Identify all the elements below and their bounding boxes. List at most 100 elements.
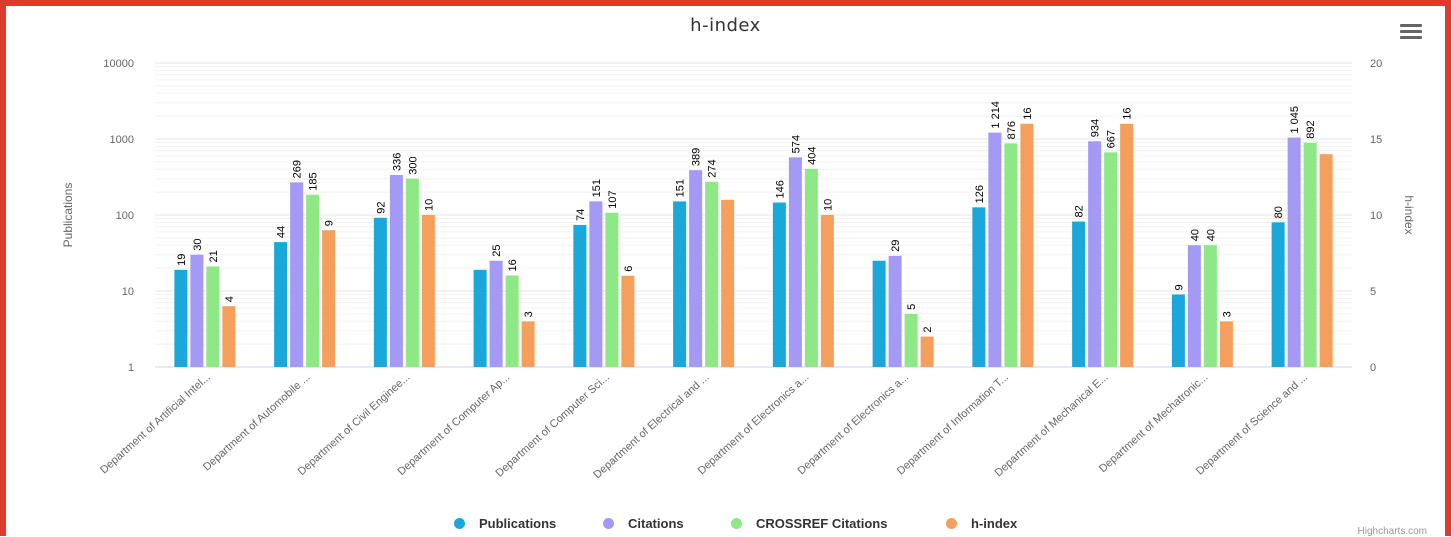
bar <box>920 336 934 367</box>
data-label: 3 <box>523 311 535 317</box>
data-label: 300 <box>407 156 419 174</box>
data-label: 10 <box>423 199 435 211</box>
bar <box>521 321 535 367</box>
bar <box>1271 222 1285 367</box>
bar <box>274 242 288 367</box>
data-label: 1 045 <box>1289 106 1301 134</box>
data-label: 404 <box>806 147 818 165</box>
data-label: 21 <box>208 250 220 262</box>
data-label: 29 <box>890 240 902 252</box>
data-label: 19 <box>176 254 188 266</box>
y-tick-label-left: 1 <box>128 362 134 374</box>
data-label: 16 <box>1122 108 1134 120</box>
legend-item[interactable]: Publications <box>454 516 556 531</box>
data-label: 892 <box>1305 120 1317 138</box>
legend-label: h-index <box>971 516 1018 531</box>
bar <box>222 306 236 367</box>
x-tick-label: Department of Civil Enginee... <box>296 371 413 478</box>
legend-item[interactable]: h-index <box>946 516 1017 531</box>
data-label: 151 <box>591 179 603 197</box>
chart-title: h-index <box>690 15 761 36</box>
data-label: 10 <box>822 199 834 211</box>
x-tick-label: Department of Artificial Intel... <box>98 371 213 476</box>
x-tick-label: Department of Electronics a... <box>696 371 812 477</box>
bar <box>190 254 204 367</box>
bar <box>489 260 503 367</box>
data-label: 6 <box>623 266 635 272</box>
legend-label: Citations <box>628 516 684 531</box>
bar <box>673 201 687 367</box>
data-label: 876 <box>1006 121 1018 139</box>
bar <box>1203 245 1217 367</box>
grid-lines: 1 10 100 1000 10000 <box>103 58 1352 374</box>
legend-item[interactable]: CROSSREF Citations <box>731 516 887 531</box>
bar <box>290 182 304 367</box>
bar <box>788 157 802 367</box>
legend-marker <box>454 518 465 529</box>
bar <box>705 181 719 367</box>
bar <box>804 168 818 367</box>
x-tick-label: Department of Information T... <box>895 371 1011 477</box>
data-label: 1 214 <box>990 101 1002 129</box>
data-label: 185 <box>308 172 320 190</box>
data-label: 107 <box>607 190 619 208</box>
y-tick-label-left: 10 <box>122 286 134 298</box>
bar <box>389 174 403 367</box>
data-label: 16 <box>507 259 519 271</box>
credits-link[interactable]: Highcharts.com <box>1357 526 1427 537</box>
bar <box>689 170 703 367</box>
bar <box>322 230 336 367</box>
data-label: 574 <box>790 135 802 153</box>
bar <box>174 269 188 367</box>
x-tick-label: Department of Science and ... <box>1194 371 1310 477</box>
legend-marker <box>946 518 957 529</box>
bar <box>306 194 320 367</box>
data-label: 40 <box>1205 229 1217 241</box>
hamburger-menu-icon[interactable] <box>1400 24 1422 40</box>
bar <box>505 275 519 367</box>
x-tick-label: Department of Electronics a... <box>795 371 911 477</box>
data-label: 336 <box>391 153 403 171</box>
bar <box>1287 137 1301 367</box>
y-tick-label-right: 20 <box>1370 58 1382 70</box>
legend-item[interactable]: Citations <box>603 516 684 531</box>
x-tick-label: Department of Electrical and ... <box>591 371 711 481</box>
bar <box>988 132 1002 367</box>
data-label: 16 <box>1022 108 1034 120</box>
x-tick-label: Department of Mechatronic... <box>1097 371 1210 475</box>
bar <box>1303 142 1317 367</box>
data-label: 9 <box>324 220 336 226</box>
y-tick-label-right: 15 <box>1370 134 1382 146</box>
bar <box>772 202 786 367</box>
bar <box>972 207 986 367</box>
bar <box>621 275 635 367</box>
x-tick-label: Department of Automobile ... <box>201 371 313 473</box>
data-label: 2 <box>922 326 934 332</box>
y-tick-label-left: 1000 <box>110 134 134 146</box>
data-label: 5 <box>906 304 918 310</box>
data-label: 151 <box>675 179 687 197</box>
bar <box>1187 245 1201 367</box>
bar <box>820 215 834 367</box>
data-label: 80 <box>1273 206 1285 218</box>
legend-marker <box>731 518 742 529</box>
data-label: 44 <box>276 226 288 238</box>
bar <box>605 212 619 367</box>
y-tick-label-left: 10000 <box>103 58 134 70</box>
bar <box>888 255 902 367</box>
bar <box>1319 154 1333 367</box>
bar <box>1020 123 1034 367</box>
data-label: 667 <box>1106 130 1118 148</box>
data-label: 30 <box>192 238 204 250</box>
bar <box>589 201 603 367</box>
bar <box>421 215 435 367</box>
data-label: 74 <box>575 209 587 221</box>
y-axis-title-left: Publications <box>61 183 75 248</box>
bar <box>1004 143 1018 367</box>
data-label: 82 <box>1074 205 1086 217</box>
data-label: 4 <box>224 296 236 302</box>
y-tick-label-left: 100 <box>116 210 134 222</box>
bar <box>1104 152 1118 367</box>
data-label: 40 <box>1189 229 1201 241</box>
